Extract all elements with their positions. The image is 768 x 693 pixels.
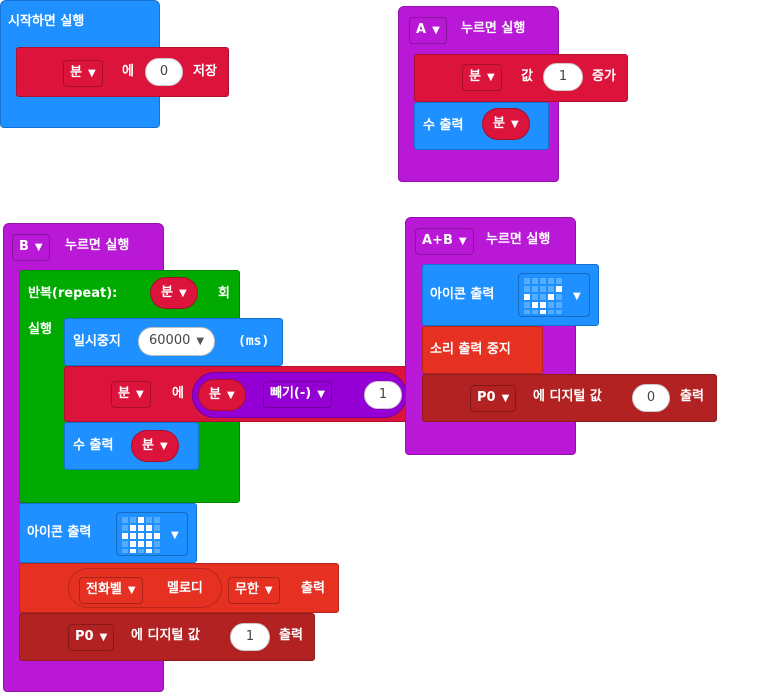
chevron-down-icon: ▼ [99, 632, 108, 643]
chevron-down-icon: ▼ [159, 441, 168, 452]
repeat-do-label: 실행 [28, 322, 52, 337]
button-ab-hat-label: 누르면 실행 [486, 232, 551, 247]
chevron-down-icon: ▼ [432, 25, 440, 36]
change-variable-block[interactable] [414, 54, 628, 102]
change-by-label: 값 [521, 69, 533, 84]
button-b-hat-label: 누르면 실행 [65, 238, 130, 253]
button-b-dropdown[interactable]: B ▼ [12, 234, 50, 261]
chevron-down-icon: ▼ [573, 291, 581, 302]
variable-reporter[interactable]: 분 ▼ [131, 430, 179, 462]
chevron-down-icon: ▼ [127, 585, 136, 596]
chevron-down-icon: ▼ [510, 119, 519, 130]
show-icon-label: 아이콘 출력 [430, 287, 495, 302]
on-start-label: 시작하면 실행 [8, 14, 85, 29]
pin-dropdown[interactable]: P0 ▼ [68, 624, 115, 651]
digital-write-suffix: 출력 [680, 389, 704, 404]
digital-value-input[interactable]: 0 [632, 384, 670, 412]
melody-label: 멜로디 [167, 581, 203, 596]
set-variable-block[interactable] [16, 47, 229, 97]
digital-write-label: 에 디지털 값 [131, 628, 200, 643]
math-value-input[interactable]: 1 [364, 381, 402, 409]
repeat-suffix-label: 회 [218, 286, 230, 301]
show-number-label: 수 출력 [73, 438, 114, 453]
math-operator-dropdown[interactable]: 빼기(-) ▼ [263, 381, 332, 408]
chevron-down-icon: ▼ [226, 390, 235, 401]
show-icon-label: 아이콘 출력 [27, 525, 92, 540]
melody-repeat-dropdown[interactable]: 무한 ▼ [228, 577, 280, 604]
button-a-hat-label: 누르면 실행 [461, 21, 526, 36]
show-number-label: 수 출력 [423, 118, 464, 133]
stop-sound-block[interactable] [422, 326, 543, 374]
set-to-label: 에 [172, 386, 184, 401]
pause-unit-label: (ms) [238, 334, 270, 349]
change-value-input[interactable]: 1 [543, 63, 583, 91]
chevron-down-icon: ▼ [264, 585, 273, 596]
pause-label: 일시중지 [73, 334, 121, 349]
set-to-label: 에 [122, 64, 134, 79]
led-matrix-icon [122, 517, 160, 553]
set-suffix-label: 저장 [193, 64, 217, 79]
pin-dropdown[interactable]: P0 ▼ [470, 385, 517, 412]
digital-value-input[interactable]: 1 [230, 623, 270, 651]
chevron-down-icon: ▼ [196, 336, 205, 347]
repeat-label: 반복(repeat): [28, 286, 118, 301]
variable-dropdown[interactable]: 분 ▼ [111, 381, 151, 408]
variable-reporter[interactable]: 분 ▼ [198, 379, 246, 411]
button-ab-dropdown[interactable]: A+B ▼ [415, 228, 474, 255]
variable-dropdown[interactable]: 분 ▼ [462, 64, 502, 91]
digital-write-suffix: 출력 [279, 628, 303, 643]
pause-duration-dropdown[interactable]: 60000 ▼ [138, 327, 216, 356]
stop-sound-label: 소리 출력 중지 [430, 342, 511, 357]
set-value-input[interactable]: 0 [145, 58, 183, 86]
button-a-dropdown[interactable]: A ▼ [409, 17, 447, 44]
chevron-down-icon: ▼ [87, 68, 96, 79]
chevron-down-icon: ▼ [458, 236, 467, 247]
chevron-down-icon: ▼ [178, 288, 187, 299]
chevron-down-icon: ▼ [171, 530, 179, 541]
icon-dropdown[interactable]: ▼ [116, 512, 188, 556]
chevron-down-icon: ▼ [501, 393, 510, 404]
chevron-down-icon: ▼ [135, 389, 144, 400]
chevron-down-icon: ▼ [34, 242, 43, 253]
repeat-count-reporter[interactable]: 분 ▼ [150, 277, 198, 309]
variable-reporter[interactable]: 분 ▼ [482, 108, 530, 140]
led-matrix-icon [524, 278, 562, 314]
pause-block[interactable] [64, 318, 283, 366]
icon-dropdown[interactable]: ▼ [518, 273, 590, 317]
variable-dropdown[interactable]: 분 ▼ [63, 60, 103, 87]
change-suffix-label: 증가 [592, 69, 616, 84]
melody-suffix-label: 출력 [301, 581, 325, 596]
chevron-down-icon: ▼ [317, 389, 325, 400]
melody-name-dropdown[interactable]: 전화벨 ▼ [79, 577, 143, 604]
digital-write-label: 에 디지털 값 [533, 389, 602, 404]
chevron-down-icon: ▼ [486, 72, 495, 83]
